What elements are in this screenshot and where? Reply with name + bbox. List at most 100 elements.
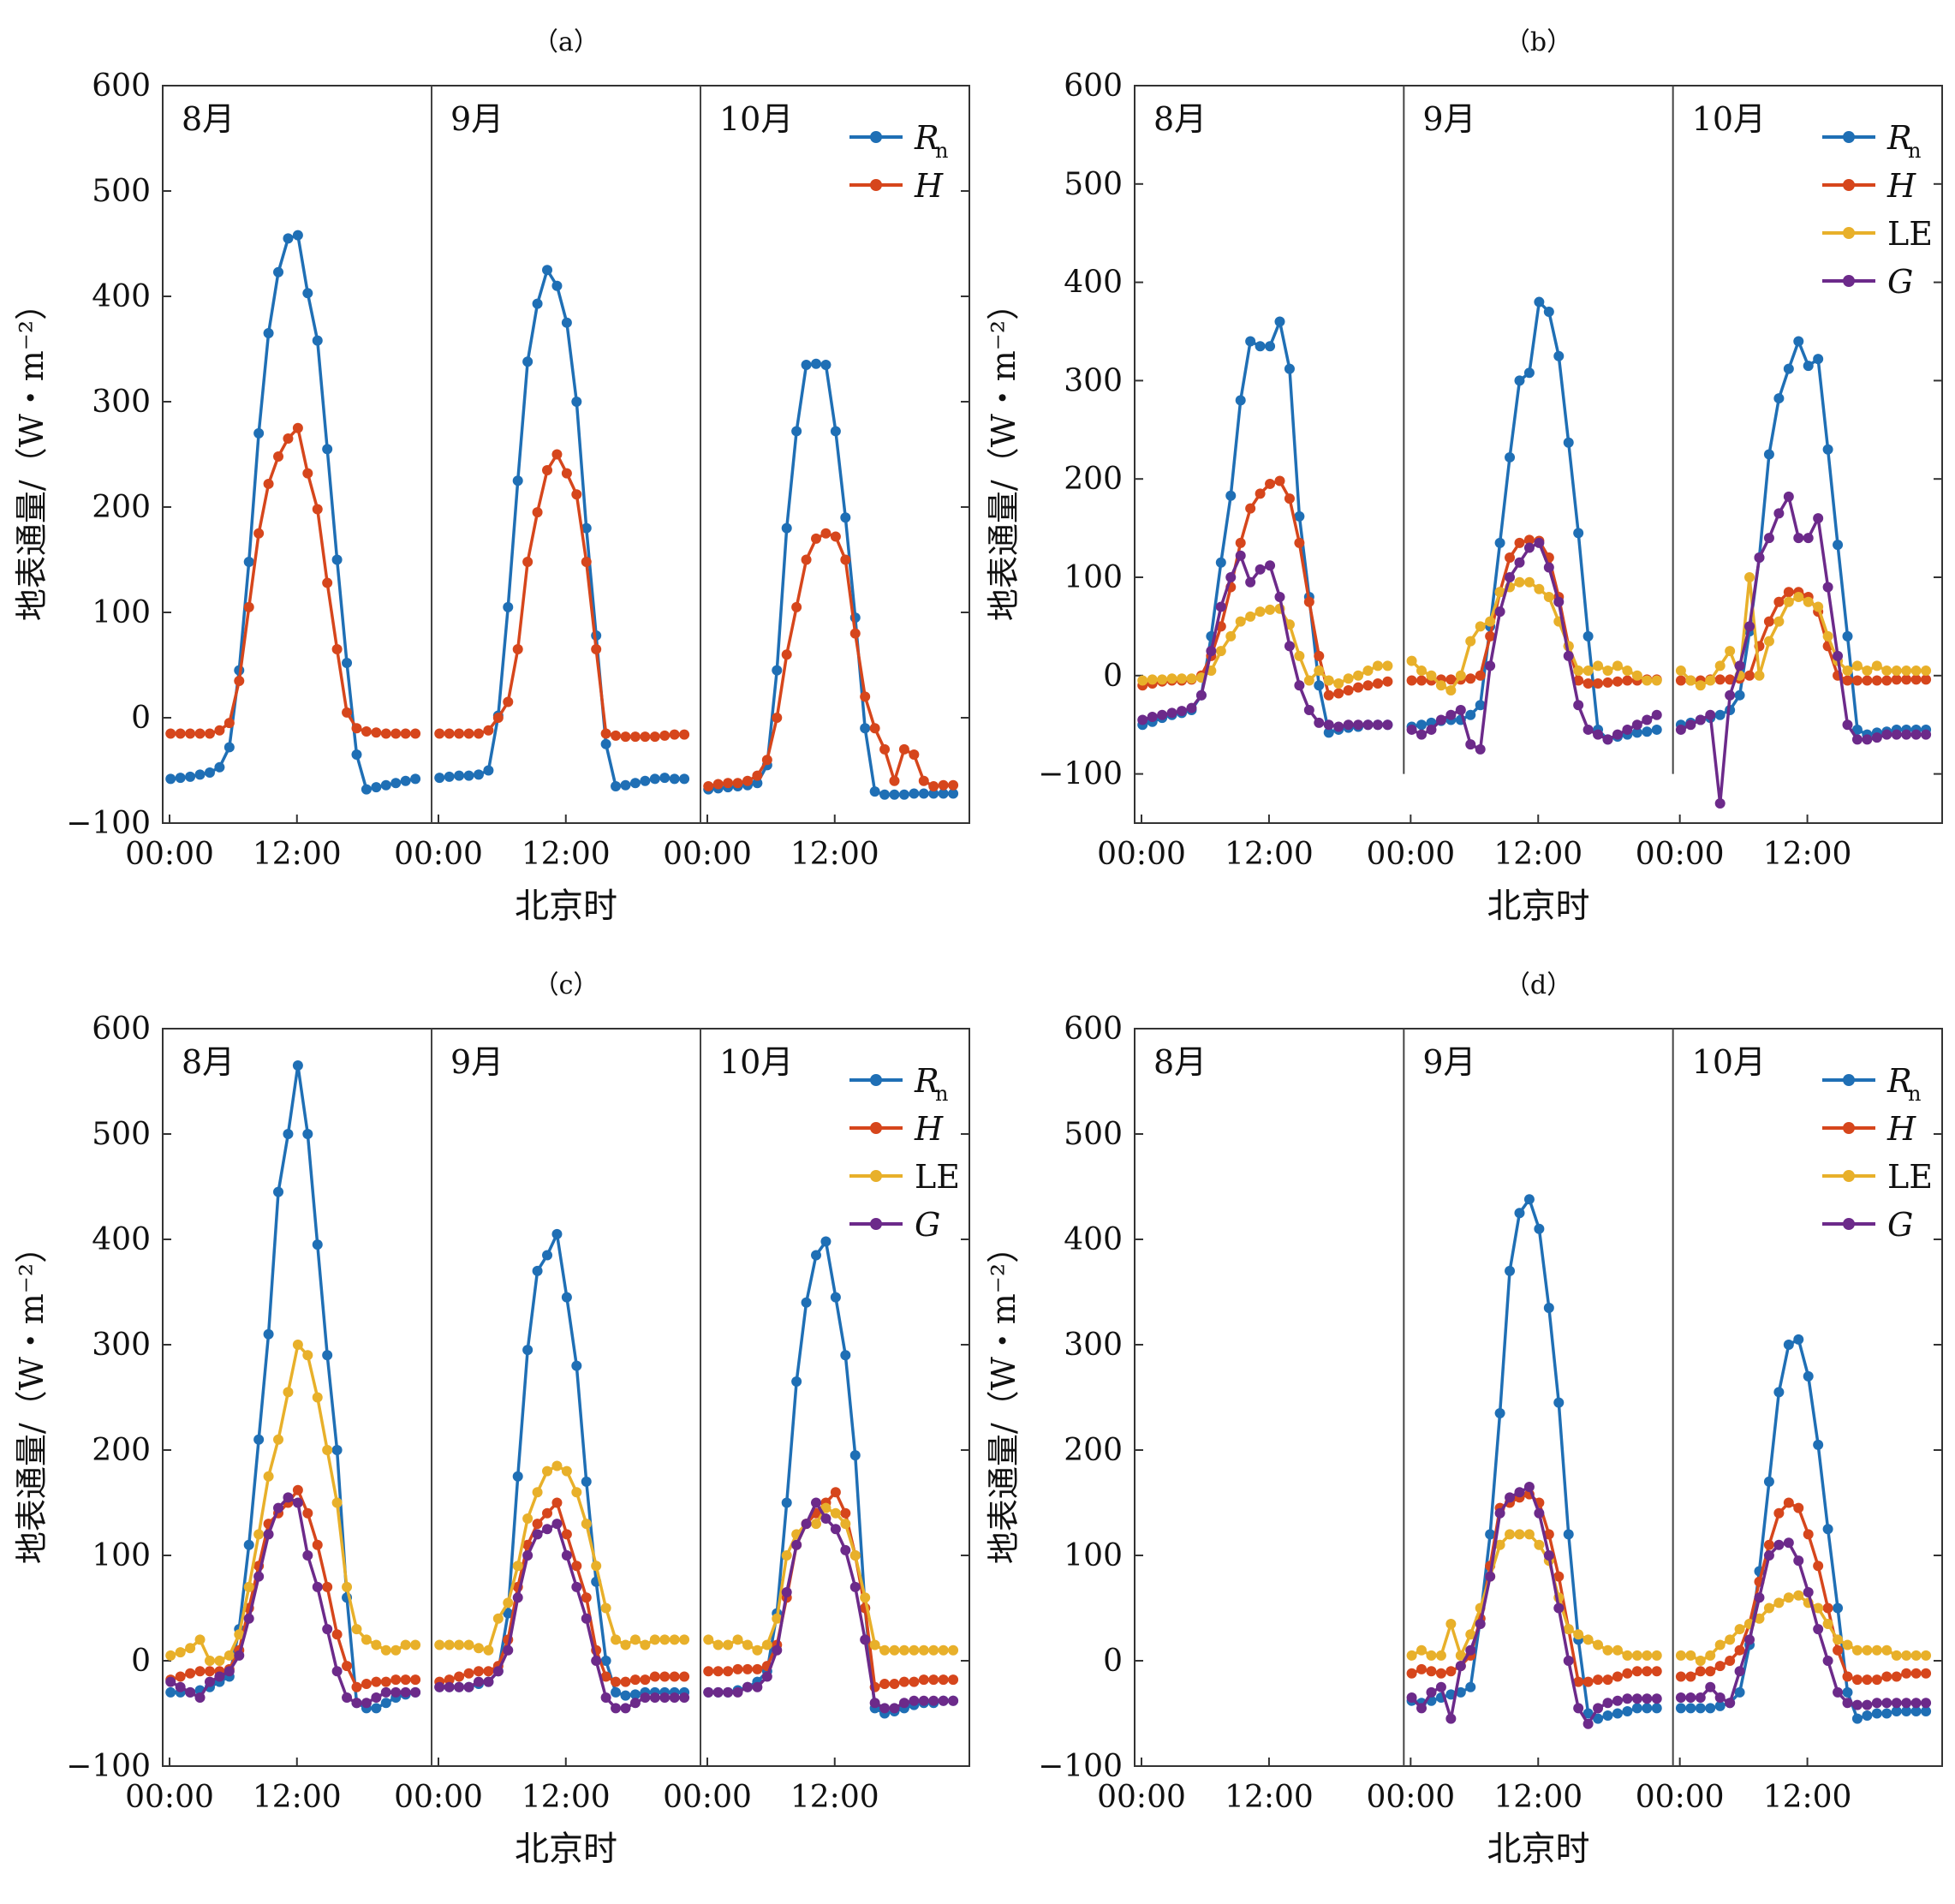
data-point bbox=[1573, 700, 1584, 711]
data-point bbox=[1675, 666, 1686, 677]
data-point bbox=[1593, 677, 1604, 689]
data-point bbox=[830, 1487, 841, 1498]
legend-label-subscript: n bbox=[935, 1082, 948, 1106]
data-point bbox=[532, 507, 543, 518]
data-point bbox=[1245, 503, 1256, 514]
data-point bbox=[1842, 719, 1853, 731]
data-point bbox=[175, 1647, 186, 1658]
data-point bbox=[1543, 1550, 1554, 1561]
data-point bbox=[659, 730, 671, 741]
data-point bbox=[1921, 1668, 1932, 1679]
y-tick-label: 300 bbox=[92, 1328, 151, 1363]
data-point bbox=[1582, 666, 1594, 677]
data-point bbox=[1871, 660, 1882, 671]
data-point bbox=[659, 1671, 671, 1682]
data-point bbox=[331, 1497, 343, 1508]
data-point bbox=[551, 280, 563, 291]
data-point bbox=[361, 784, 372, 795]
chart-d: （d） −100 0 100 200 300 400 500 600 00:00 12:00 00:0… bbox=[985, 970, 1943, 1869]
data-point bbox=[1494, 1407, 1505, 1418]
data-point bbox=[1921, 674, 1932, 685]
data-point bbox=[1593, 1713, 1604, 1724]
data-point bbox=[1651, 1703, 1662, 1714]
data-point bbox=[791, 1539, 802, 1550]
data-point bbox=[1631, 1703, 1642, 1714]
legend-label: H bbox=[914, 167, 944, 205]
data-point bbox=[1465, 1629, 1476, 1640]
data-point bbox=[503, 1597, 514, 1609]
x-tick-label: 12:00 bbox=[1763, 1780, 1852, 1815]
month-label: 8月 bbox=[182, 100, 235, 138]
data-point bbox=[1862, 666, 1873, 677]
month-label: 8月 bbox=[1153, 1043, 1207, 1081]
data-point bbox=[811, 1519, 822, 1530]
data-point bbox=[1543, 1302, 1554, 1313]
data-point bbox=[1734, 660, 1745, 671]
data-point bbox=[1582, 677, 1594, 689]
data-point bbox=[1323, 727, 1334, 738]
data-point bbox=[948, 1644, 959, 1656]
data-point bbox=[1426, 670, 1437, 681]
data-point bbox=[214, 725, 225, 736]
data-point bbox=[1534, 296, 1545, 307]
data-point bbox=[611, 1676, 622, 1687]
data-point bbox=[1822, 444, 1833, 455]
data-point bbox=[1416, 1703, 1428, 1714]
data-point bbox=[1245, 576, 1256, 588]
y-tick-label: 400 bbox=[1064, 266, 1123, 301]
data-point bbox=[1505, 451, 1516, 463]
y-tick-label: −100 bbox=[1038, 757, 1123, 792]
data-point bbox=[1773, 1597, 1785, 1609]
data-point bbox=[1705, 1666, 1716, 1677]
data-point bbox=[1333, 677, 1344, 689]
data-point bbox=[1582, 1634, 1594, 1645]
data-point bbox=[512, 475, 523, 486]
data-point bbox=[1523, 1482, 1535, 1493]
data-point bbox=[283, 233, 294, 244]
data-point bbox=[1465, 709, 1476, 720]
data-point bbox=[629, 778, 641, 789]
data-point bbox=[243, 1581, 254, 1592]
data-point bbox=[1695, 1692, 1706, 1704]
data-point bbox=[1714, 674, 1726, 685]
data-point bbox=[591, 1561, 602, 1572]
data-point bbox=[473, 1666, 484, 1677]
data-point bbox=[1783, 363, 1794, 374]
data-point bbox=[1523, 367, 1535, 379]
data-point bbox=[1382, 660, 1393, 671]
data-point bbox=[581, 1592, 592, 1603]
data-point bbox=[253, 1434, 265, 1445]
data-point bbox=[1642, 726, 1653, 737]
data-point bbox=[1754, 670, 1765, 681]
data-point bbox=[1714, 1700, 1726, 1711]
y-tick-label: 0 bbox=[1103, 659, 1123, 694]
data-point bbox=[928, 1644, 939, 1656]
data-point bbox=[1725, 1634, 1736, 1645]
y-tick-label: 400 bbox=[92, 1222, 151, 1257]
data-point bbox=[752, 1644, 763, 1656]
data-point bbox=[1763, 449, 1774, 460]
y-tick-label: 600 bbox=[92, 69, 151, 104]
data-point bbox=[1851, 1644, 1863, 1656]
data-point bbox=[1494, 606, 1505, 618]
data-point bbox=[561, 1529, 572, 1540]
data-point bbox=[752, 1663, 763, 1674]
month-label: 8月 bbox=[182, 1043, 235, 1081]
data-point bbox=[1714, 1692, 1726, 1704]
data-point bbox=[1265, 560, 1276, 571]
data-point bbox=[938, 779, 949, 791]
data-point bbox=[463, 1668, 474, 1679]
data-point bbox=[1485, 630, 1496, 642]
data-point bbox=[1813, 1561, 1824, 1572]
data-point bbox=[1563, 1529, 1574, 1540]
data-point bbox=[322, 444, 333, 455]
data-point bbox=[938, 1674, 949, 1686]
data-point bbox=[909, 1676, 920, 1687]
data-point bbox=[1622, 666, 1633, 677]
data-point bbox=[1573, 666, 1584, 677]
data-point bbox=[1573, 1676, 1584, 1687]
series-line bbox=[1410, 580, 1657, 693]
y-tick-label: 400 bbox=[1064, 1222, 1123, 1257]
data-point bbox=[165, 1650, 176, 1661]
data-point bbox=[1195, 689, 1207, 701]
